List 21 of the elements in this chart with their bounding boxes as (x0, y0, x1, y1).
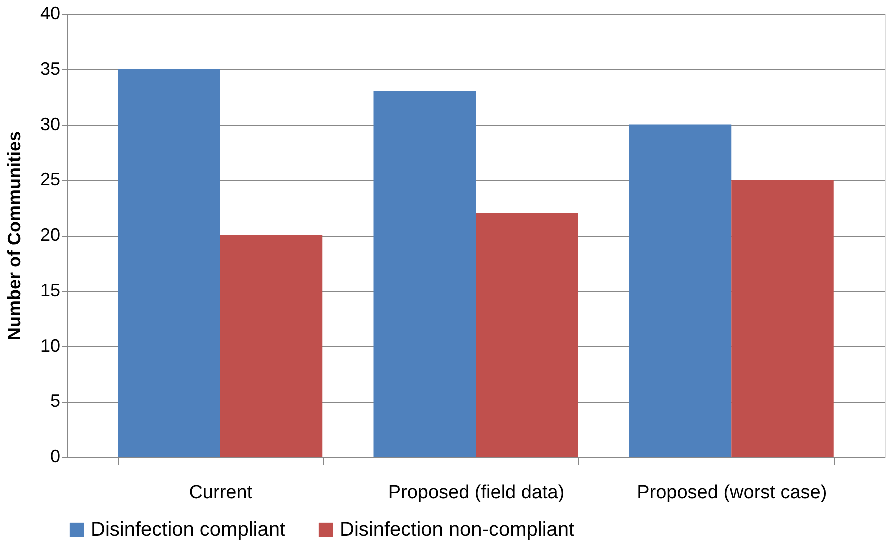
y-tick-label: 20 (40, 225, 60, 245)
y-tick-label: 40 (40, 4, 60, 24)
y-tick-label: 30 (40, 114, 60, 134)
y-tick-label: 5 (50, 391, 60, 412)
x-tick-label: Proposed (worst case) (637, 482, 828, 504)
bar (476, 213, 578, 457)
legend-label: Disinfection non-compliant (340, 519, 576, 541)
bar (374, 92, 476, 457)
y-tick-label: 25 (40, 170, 60, 190)
x-tick-label: Proposed (field data) (388, 482, 565, 504)
y-tick-label: 15 (40, 280, 60, 300)
bar (220, 236, 323, 457)
y-tick-label: 0 (50, 446, 60, 466)
bar (118, 69, 220, 457)
x-tick-label: Current (189, 482, 254, 504)
y-axis-title: Number of Communities (4, 131, 24, 341)
y-tick-label: 35 (40, 58, 60, 79)
y-tick-label: 10 (40, 336, 60, 356)
bar (629, 124, 732, 457)
bar (732, 180, 834, 457)
legend-label: Disinfection compliant (91, 519, 286, 541)
